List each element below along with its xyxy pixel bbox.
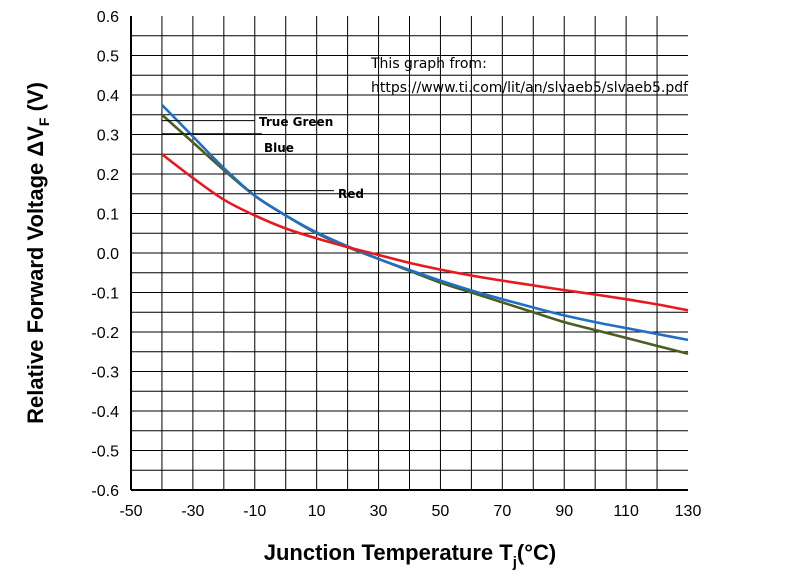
y-axis-title-sub: F [36,117,52,126]
x-axis-title-main: Junction Temperature T [264,540,514,565]
series-label-blue: Blue [264,141,294,155]
y-tick-label: 0.0 [97,246,119,263]
series-label-true-green: True Green [259,115,333,129]
x-tick-label: -50 [119,503,142,520]
x-tick-label: 50 [432,503,450,520]
x-tick-label: -10 [243,503,266,520]
series-line-true-green [161,113,689,355]
y-axis-title-main: Relative Forward Voltage ΔV [23,126,48,424]
x-tick-label: 10 [308,503,326,520]
y-tick-label: -0.1 [91,286,119,303]
y-tick-label: 0.5 [97,49,119,66]
x-axis-title-sub: j [512,554,517,571]
y-axis-title-unit: (V) [23,82,48,117]
y-tick-label: 0.2 [97,167,119,184]
series-lines [161,103,689,355]
grid [131,16,688,490]
x-tick-label: 90 [555,503,573,520]
y-tick-label: 0.1 [97,207,119,224]
y-axis-title: Relative Forward Voltage ΔVF (V) [23,82,52,424]
source-note-line1: This graph from: [370,56,487,72]
series-line-blue [161,103,689,342]
y-tick-label: 0.4 [97,88,119,105]
source-note-line2: https://www.ti.com/lit/an/slvaeb5/slvaeb… [371,80,689,96]
x-tick-label: 110 [613,503,639,520]
series-label-red: Red [338,187,364,201]
series-line-red [161,153,689,312]
x-tick-label: 30 [370,503,388,520]
x-tick-label: 130 [675,503,702,520]
x-tick-label: -30 [181,503,204,520]
x-axis-title-unit: (°C) [517,540,556,565]
y-tick-labels: 0.6 0.5 0.4 0.3 0.2 0.1 0.0 -0.1 -0.2 -0.3 -0.4 -0.… [91,9,119,500]
x-tick-labels: -50 -30 -10 10 30 50 70 90 110 130 [119,503,701,520]
y-tick-label: -0.2 [91,325,119,342]
y-tick-label: -0.6 [91,483,119,500]
y-tick-label: -0.3 [91,365,119,382]
y-tick-label: -0.4 [91,404,119,421]
x-axis-title: Junction Temperature Tj(°C) [264,540,556,571]
label-leaders [161,120,334,192]
y-tick-label: -0.5 [91,444,119,461]
axes [130,16,688,491]
y-tick-label: 0.6 [97,9,119,26]
x-tick-label: 70 [493,503,511,520]
y-tick-label: 0.3 [97,128,119,145]
